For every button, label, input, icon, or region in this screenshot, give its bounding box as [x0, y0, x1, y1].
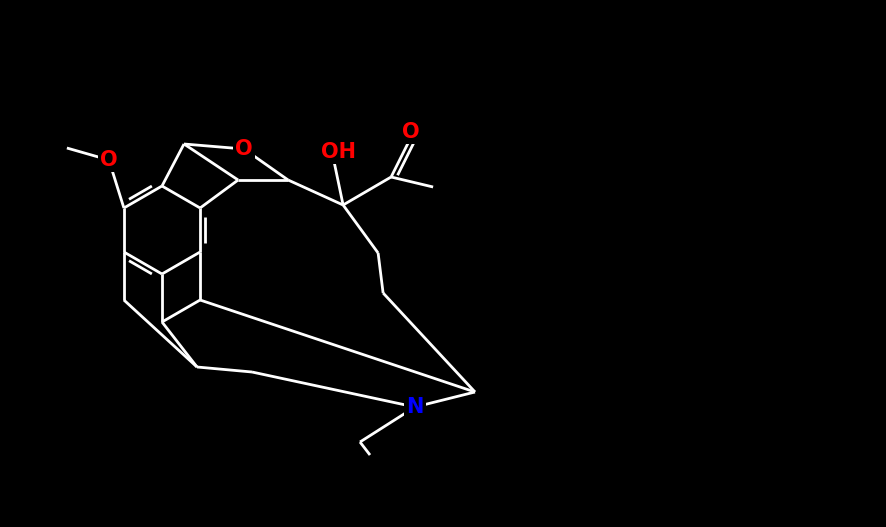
Text: O: O	[402, 122, 419, 142]
Text: O: O	[235, 139, 253, 159]
Text: O: O	[100, 150, 118, 170]
Text: OH: OH	[320, 142, 355, 162]
Text: N: N	[406, 397, 424, 417]
